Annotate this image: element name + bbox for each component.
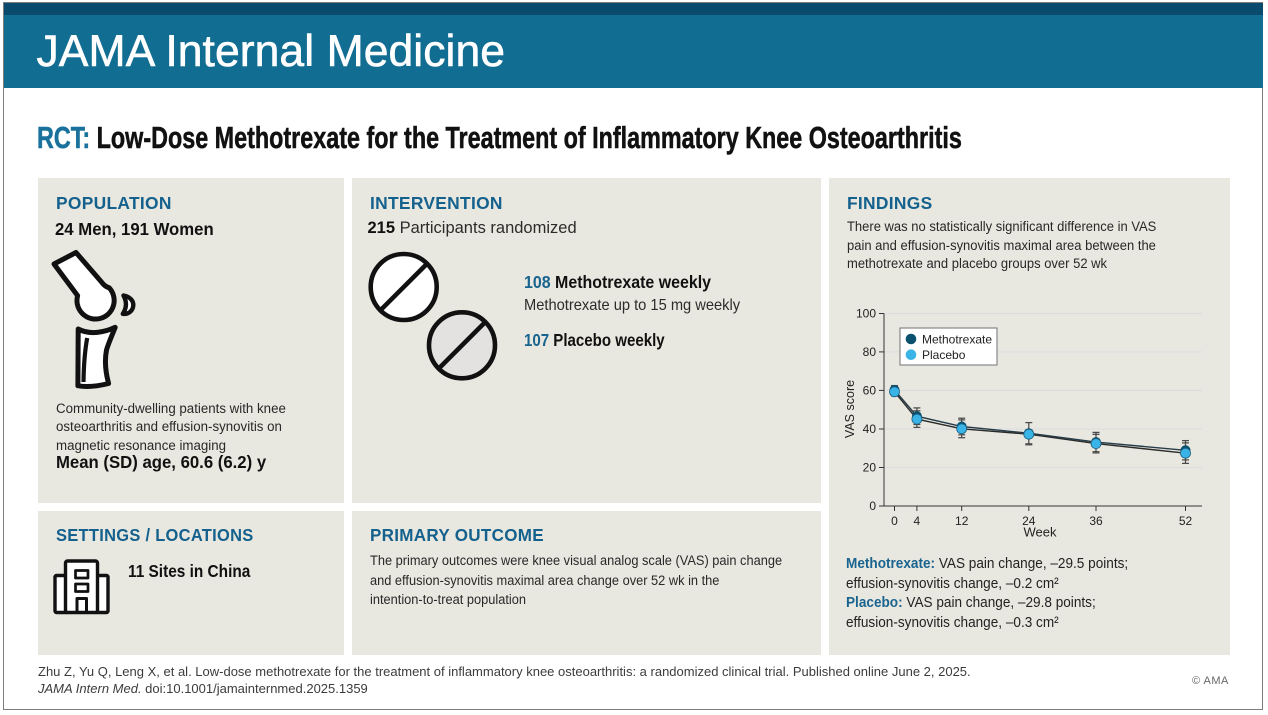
svg-text:36: 36 <box>1089 514 1103 528</box>
svg-text:0: 0 <box>891 514 898 528</box>
svg-text:40: 40 <box>863 422 877 436</box>
svg-text:100: 100 <box>856 307 876 321</box>
svg-text:24: 24 <box>1022 514 1036 528</box>
svg-text:4: 4 <box>914 514 921 528</box>
svg-text:Week: Week <box>1024 525 1057 540</box>
svg-text:0: 0 <box>869 499 876 513</box>
svg-text:Placebo: Placebo <box>922 348 966 362</box>
svg-text:60: 60 <box>863 383 877 397</box>
svg-text:52: 52 <box>1179 514 1193 528</box>
svg-text:20: 20 <box>863 461 877 475</box>
svg-text:12: 12 <box>955 514 969 528</box>
svg-text:80: 80 <box>863 345 877 359</box>
svg-text:Methotrexate: Methotrexate <box>922 333 992 347</box>
svg-text:VAS score: VAS score <box>843 380 857 438</box>
